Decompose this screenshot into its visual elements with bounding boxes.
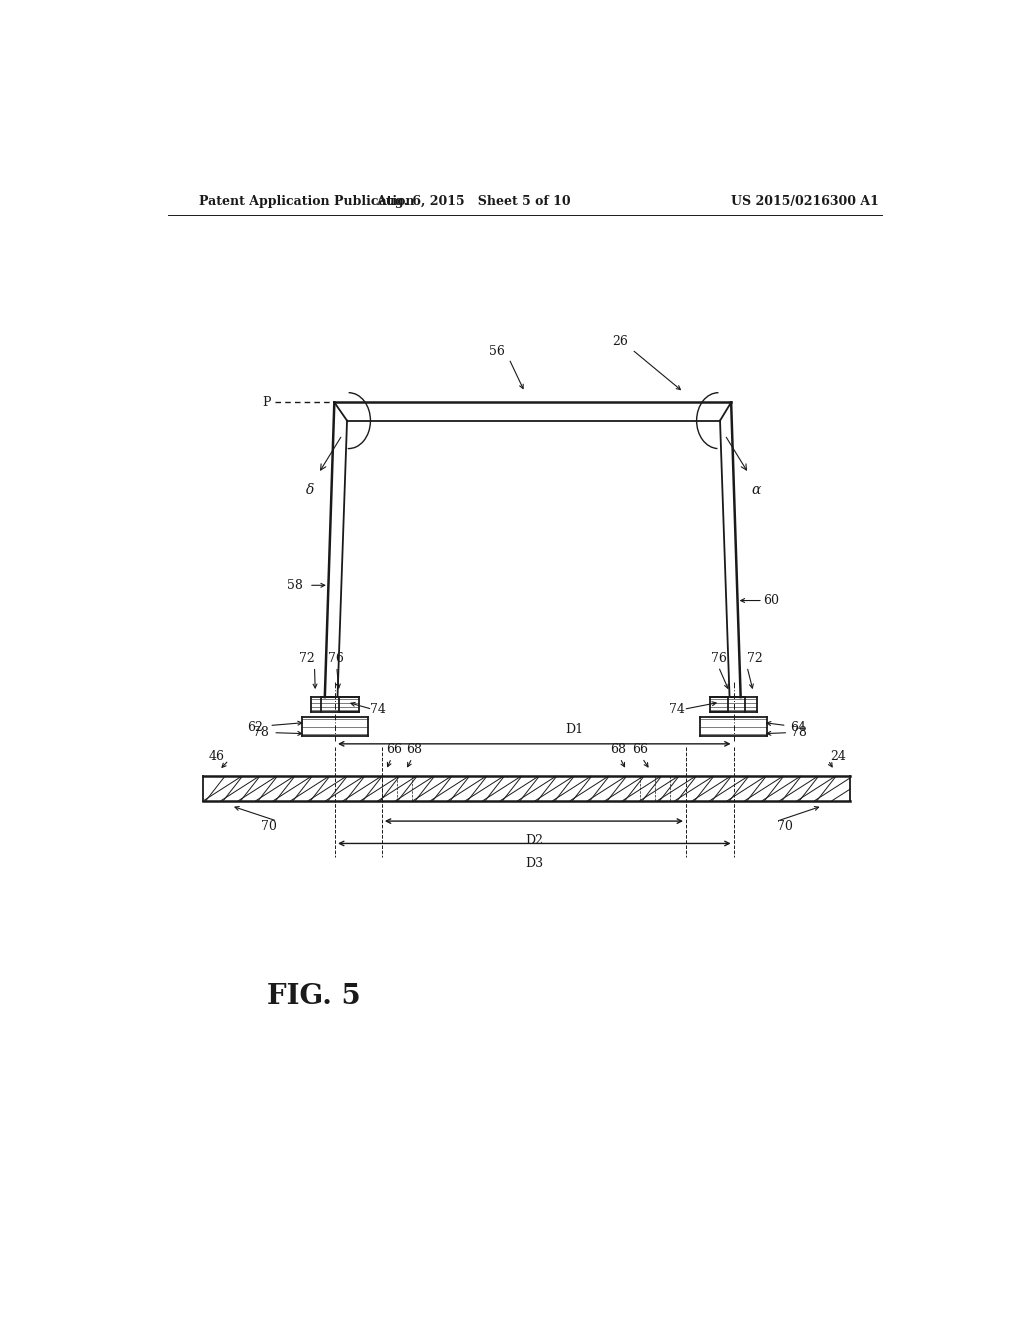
Text: 68: 68	[610, 743, 627, 756]
Text: 72: 72	[299, 652, 314, 665]
Text: 58: 58	[287, 578, 303, 591]
Text: 76: 76	[328, 652, 344, 665]
Text: α: α	[752, 483, 761, 496]
Text: 78: 78	[791, 726, 807, 739]
Text: US 2015/0216300 A1: US 2015/0216300 A1	[731, 194, 879, 207]
Text: 70: 70	[777, 820, 793, 833]
Text: 26: 26	[612, 335, 628, 348]
Text: Aug. 6, 2015   Sheet 5 of 10: Aug. 6, 2015 Sheet 5 of 10	[376, 194, 570, 207]
Text: δ: δ	[306, 483, 314, 496]
Text: 60: 60	[763, 594, 779, 607]
Text: 66: 66	[632, 743, 648, 756]
Text: 56: 56	[489, 345, 505, 358]
Text: 70: 70	[261, 820, 278, 833]
Text: FIG. 5: FIG. 5	[267, 983, 360, 1010]
Text: D1: D1	[565, 723, 583, 735]
Text: P: P	[262, 396, 270, 409]
Text: 74: 74	[670, 702, 685, 715]
Text: 66: 66	[386, 743, 401, 756]
Text: 62: 62	[247, 721, 263, 734]
Text: 24: 24	[830, 750, 846, 763]
Text: 64: 64	[791, 721, 807, 734]
Text: 78: 78	[253, 726, 269, 739]
Text: 68: 68	[406, 743, 422, 756]
Text: D2: D2	[525, 834, 543, 847]
Text: Patent Application Publication: Patent Application Publication	[200, 194, 415, 207]
Text: 46: 46	[209, 750, 225, 763]
Text: 74: 74	[370, 702, 386, 715]
Text: 72: 72	[748, 652, 763, 665]
Text: 76: 76	[712, 652, 727, 665]
Text: D3: D3	[525, 857, 544, 870]
